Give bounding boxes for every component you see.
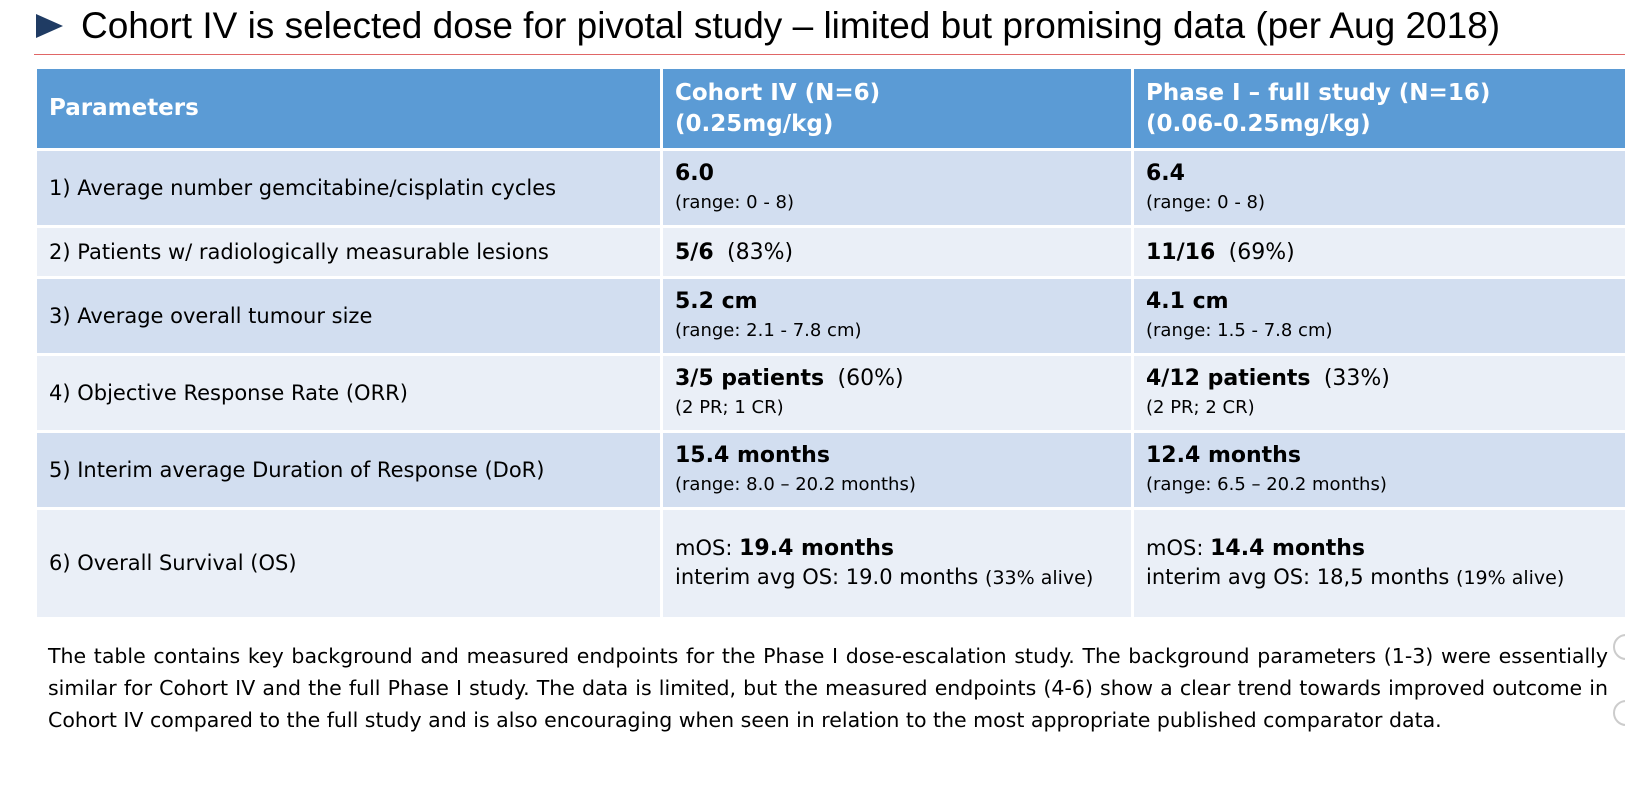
- parameter-cell: 2) Patients w/ radiologically measurable…: [34, 225, 663, 279]
- cohort-value: 5/6: [675, 239, 714, 265]
- cohort-cell: mOS: 19.4 months interim avg OS: 19.0 mo…: [660, 507, 1134, 620]
- full-cell: 11/16 (69%): [1131, 225, 1625, 279]
- table-row: 3) Average overall tumour size 5.2 cm (r…: [34, 276, 1625, 356]
- table-row: 1) Average number gemcitabine/cisplatin …: [34, 148, 1625, 228]
- parameter-cell: 1) Average number gemcitabine/cisplatin …: [34, 148, 663, 228]
- circle-icon: [1613, 700, 1625, 726]
- results-table: Parameters Cohort IV (N=6) (0.25mg/kg) P…: [34, 66, 1625, 620]
- full-value: 11/16: [1146, 239, 1216, 265]
- triangle-right-icon: [36, 14, 63, 38]
- cohort-detail: (2 PR; 1 CR): [675, 397, 784, 418]
- cohort-cell: 3/5 patients (60%) (2 PR; 1 CR): [660, 353, 1134, 433]
- full-detail: (range: 1.5 - 7.8 cm): [1146, 320, 1333, 341]
- slide-title-text: Cohort IV is selected dose for pivotal s…: [81, 5, 1501, 46]
- full-cell: 6.4 (range: 0 - 8): [1131, 148, 1625, 228]
- full-value: 12.4 months: [1146, 443, 1301, 468]
- footer-note: The table contains key background and me…: [48, 644, 1608, 732]
- cohort-value: 15.4 months: [675, 443, 830, 468]
- header-cohort-iv: Cohort IV (N=6) (0.25mg/kg): [660, 66, 1134, 151]
- cohort-cell: 15.4 months (range: 8.0 – 20.2 months): [660, 430, 1134, 510]
- full-detail: (2 PR; 2 CR): [1146, 397, 1255, 418]
- full-percent: (69%): [1228, 239, 1295, 265]
- cohort-mos-value: 19.4 months: [739, 536, 895, 561]
- full-alive: (19% alive): [1456, 567, 1565, 589]
- slide-title: Cohort IV is selected dose for pivotal s…: [36, 2, 1500, 50]
- full-cell: mOS: 14.4 months interim avg OS: 18,5 mo…: [1131, 507, 1625, 620]
- cohort-detail: (range: 8.0 – 20.2 months): [675, 474, 916, 495]
- cohort-cell: 6.0 (range: 0 - 8): [660, 148, 1134, 228]
- cohort-cell: 5/6 (83%): [660, 225, 1134, 279]
- cohort-value: 6.0: [675, 161, 714, 186]
- cohort-mos-label: mOS:: [675, 536, 733, 560]
- full-value: 4/12 patients: [1146, 366, 1311, 391]
- cohort-interim-os: interim avg OS: 19.0 months: [675, 565, 979, 589]
- header-cohort-iv-title: Cohort IV (N=6): [675, 79, 881, 106]
- table-row: 5) Interim average Duration of Response …: [34, 430, 1625, 510]
- title-divider: [34, 54, 1625, 55]
- header-parameters: Parameters: [34, 66, 663, 151]
- cohort-detail: (range: 0 - 8): [675, 192, 795, 213]
- table-row: 2) Patients w/ radiologically measurable…: [34, 225, 1625, 279]
- full-detail: (range: 6.5 – 20.2 months): [1146, 474, 1387, 495]
- cohort-alive: (33% alive): [985, 567, 1094, 589]
- cohort-value: 5.2 cm: [675, 289, 758, 314]
- cohort-detail: (range: 2.1 - 7.8 cm): [675, 320, 862, 341]
- header-full-study-dose: (0.06-0.25mg/kg): [1146, 110, 1371, 137]
- full-percent: (33%): [1323, 366, 1390, 391]
- parameter-cell: 4) Objective Response Rate (ORR): [34, 353, 663, 433]
- cohort-value: 3/5 patients: [675, 366, 825, 391]
- full-interim-os: interim avg OS: 18,5 months: [1146, 565, 1450, 589]
- full-cell: 12.4 months (range: 6.5 – 20.2 months): [1131, 430, 1625, 510]
- parameter-cell: 5) Interim average Duration of Response …: [34, 430, 663, 510]
- header-full-study-title: Phase I – full study (N=16): [1146, 79, 1491, 106]
- cohort-cell: 5.2 cm (range: 2.1 - 7.8 cm): [660, 276, 1134, 356]
- full-cell: 4.1 cm (range: 1.5 - 7.8 cm): [1131, 276, 1625, 356]
- table-row: 6) Overall Survival (OS) mOS: 19.4 month…: [34, 507, 1625, 620]
- full-value: 6.4: [1146, 161, 1185, 186]
- table-row: 4) Objective Response Rate (ORR) 3/5 pat…: [34, 353, 1625, 433]
- parameter-cell: 6) Overall Survival (OS): [34, 507, 663, 620]
- header-cohort-iv-dose: (0.25mg/kg): [675, 110, 834, 137]
- cohort-percent: (83%): [727, 239, 794, 265]
- parameter-cell: 3) Average overall tumour size: [34, 276, 663, 356]
- header-full-study: Phase I – full study (N=16) (0.06-0.25mg…: [1131, 66, 1625, 151]
- full-detail: (range: 0 - 8): [1146, 192, 1266, 213]
- full-mos-value: 14.4 months: [1210, 536, 1366, 561]
- full-mos-label: mOS:: [1146, 536, 1204, 560]
- full-cell: 4/12 patients (33%) (2 PR; 2 CR): [1131, 353, 1625, 433]
- cohort-percent: (60%): [837, 366, 904, 391]
- circle-icon: [1613, 634, 1625, 660]
- full-value: 4.1 cm: [1146, 289, 1229, 314]
- table-header-row: Parameters Cohort IV (N=6) (0.25mg/kg) P…: [34, 66, 1625, 151]
